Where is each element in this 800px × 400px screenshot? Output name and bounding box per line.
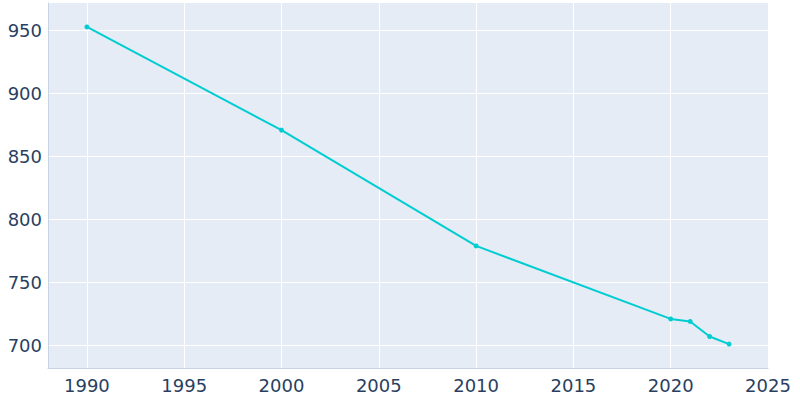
svg-text:2015: 2015 <box>550 375 596 396</box>
svg-text:750: 750 <box>8 272 42 293</box>
svg-text:850: 850 <box>8 146 42 167</box>
svg-text:800: 800 <box>8 209 42 230</box>
svg-text:900: 900 <box>8 83 42 104</box>
svg-text:1995: 1995 <box>161 375 207 396</box>
svg-text:2025: 2025 <box>745 375 791 396</box>
svg-text:2005: 2005 <box>356 375 402 396</box>
svg-text:2020: 2020 <box>648 375 694 396</box>
svg-text:2010: 2010 <box>453 375 499 396</box>
svg-text:2000: 2000 <box>259 375 305 396</box>
svg-text:950: 950 <box>8 20 42 41</box>
svg-text:1990: 1990 <box>64 375 110 396</box>
svg-text:700: 700 <box>8 335 42 356</box>
